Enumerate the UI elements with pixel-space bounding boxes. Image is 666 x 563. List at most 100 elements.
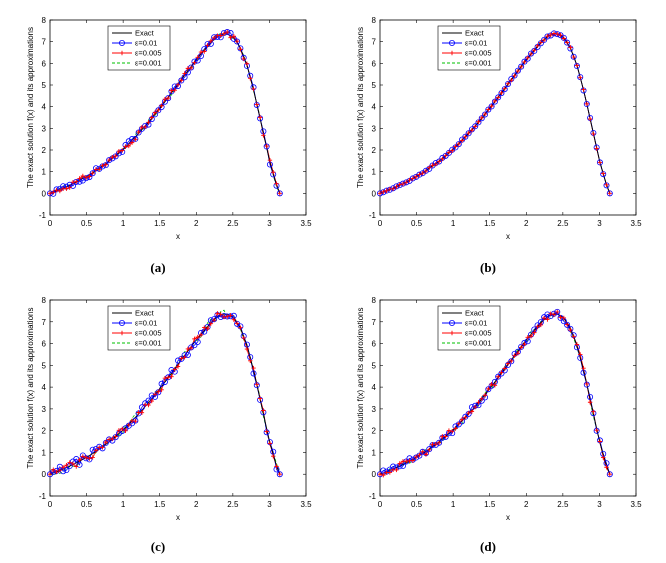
data-point-plus: [208, 321, 214, 326]
data-point-circle: [544, 311, 551, 318]
data-point-plus: [113, 153, 118, 159]
y-axis-label: The exact solution f(x) and its approxim…: [356, 27, 365, 188]
data-point-plus: [381, 189, 386, 195]
data-point-plus: [67, 185, 72, 190]
data-point-plus: [221, 31, 227, 36]
data-point-plus: [453, 144, 458, 149]
data-point-circle: [478, 115, 485, 122]
x-tick-label: 2: [194, 500, 199, 509]
data-point-plus: [601, 455, 606, 460]
data-point-plus: [254, 102, 260, 107]
data-point-plus: [420, 449, 425, 454]
data-point-plus: [397, 182, 402, 187]
y-tick-label: -1: [369, 211, 377, 220]
data-point-circle: [587, 393, 594, 400]
data-point-plus: [535, 324, 540, 330]
data-point-plus: [231, 34, 237, 39]
legend-label: Exact: [135, 309, 155, 318]
data-point-plus: [202, 325, 207, 330]
data-point-plus: [525, 55, 530, 61]
legend-marker-circle: [119, 40, 126, 47]
data-point-plus: [587, 400, 593, 405]
data-point-plus: [427, 165, 432, 170]
data-point-plus: [185, 346, 191, 352]
data-point-plus: [459, 417, 465, 422]
data-point-plus: [584, 381, 590, 387]
data-point-plus: [581, 87, 586, 92]
data-point-plus: [106, 437, 112, 442]
data-point-circle: [436, 439, 443, 446]
y-tick-label: 0: [42, 189, 47, 198]
legend-label: ε=0.001: [135, 339, 162, 348]
data-point-circle: [73, 456, 80, 463]
data-point-plus: [407, 177, 412, 183]
data-point-plus: [106, 157, 112, 163]
data-point-plus: [515, 351, 521, 356]
data-point-circle: [76, 461, 83, 468]
data-point-plus: [505, 361, 511, 366]
data-point-plus: [469, 128, 475, 133]
data-point-circle: [570, 53, 577, 60]
data-point-plus: [83, 455, 89, 460]
data-point-plus: [234, 321, 240, 326]
y-tick-label: 7: [372, 318, 377, 327]
data-point-circle: [168, 367, 175, 374]
data-point-circle: [158, 380, 165, 387]
y-tick-label: 6: [372, 59, 377, 68]
data-point-plus: [70, 461, 76, 467]
data-point-plus: [156, 107, 161, 113]
data-point-circle: [191, 342, 198, 349]
data-point-plus: [165, 95, 171, 101]
data-point-plus: [433, 442, 439, 447]
data-point-plus: [502, 86, 507, 91]
x-tick-label: 0.5: [411, 219, 423, 228]
data-point-plus: [47, 472, 53, 477]
data-point-plus: [518, 64, 524, 69]
data-point-plus: [162, 96, 168, 102]
data-point-plus: [443, 153, 448, 158]
data-point-circle: [148, 392, 155, 399]
data-point-plus: [103, 162, 109, 167]
legend-label: ε=0.01: [465, 39, 487, 48]
data-point-plus: [238, 47, 243, 52]
data-point-plus: [225, 314, 230, 319]
data-point-plus: [594, 427, 599, 433]
data-point-plus: [443, 434, 448, 439]
x-tick-label: 3.5: [300, 500, 312, 509]
data-point-circle: [409, 175, 416, 182]
data-point-circle: [541, 36, 548, 43]
data-point-plus: [532, 330, 537, 335]
data-point-plus: [561, 315, 567, 321]
data-point-plus: [205, 326, 210, 332]
data-point-plus: [469, 409, 475, 414]
x-tick-label: 1.5: [154, 500, 166, 509]
legend-label: Exact: [465, 29, 485, 38]
data-point-plus: [436, 440, 442, 446]
data-point-circle: [234, 38, 241, 45]
data-point-plus: [165, 375, 171, 380]
data-point-plus: [505, 81, 511, 86]
data-point-plus: [51, 190, 56, 195]
y-tick-label: 1: [42, 168, 47, 177]
data-point-circle: [521, 58, 528, 65]
x-tick-label: 1: [121, 219, 126, 228]
x-tick-label: 0: [378, 219, 383, 228]
data-point-circle: [224, 29, 231, 36]
data-point-circle: [89, 446, 96, 453]
data-point-plus: [489, 381, 494, 387]
y-tick-label: 2: [42, 427, 47, 436]
data-point-plus: [218, 312, 223, 317]
y-tick-label: 4: [42, 103, 47, 112]
data-point-circle: [550, 30, 557, 37]
data-point-plus: [67, 460, 72, 465]
data-point-plus: [413, 454, 419, 460]
data-point-circle: [399, 180, 406, 187]
data-point-plus: [64, 186, 69, 191]
data-point-plus: [234, 38, 240, 44]
data-point-plus: [532, 48, 537, 53]
data-point-plus: [535, 43, 540, 49]
data-point-plus: [495, 374, 501, 379]
data-point-circle: [376, 190, 383, 197]
